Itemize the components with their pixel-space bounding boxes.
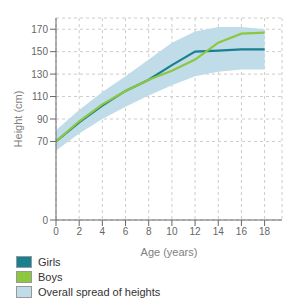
svg-text:14: 14 [213,226,225,237]
svg-text:8: 8 [146,226,152,237]
svg-text:18: 18 [259,226,271,237]
svg-text:130: 130 [31,69,48,80]
svg-text:170: 170 [31,24,48,35]
svg-text:4: 4 [100,226,106,237]
svg-text:2: 2 [76,226,82,237]
svg-text:6: 6 [123,226,129,237]
svg-text:0: 0 [42,215,48,226]
svg-text:70: 70 [37,136,49,147]
svg-text:Height (cm): Height (cm) [12,91,24,148]
svg-text:150: 150 [31,46,48,57]
svg-text:16: 16 [236,226,248,237]
svg-text:Age (years): Age (years) [141,246,198,258]
html-text:Overall spread of heights: Overall spread of heights [38,286,161,298]
svg-text:0: 0 [53,226,59,237]
svg-text:90: 90 [37,114,49,125]
svg-text:12: 12 [190,226,202,237]
html-text:Girls: Girls [38,256,61,268]
svg-text:10: 10 [166,226,178,237]
html-text:Boys: Boys [38,271,63,283]
svg-text:110: 110 [32,91,48,102]
